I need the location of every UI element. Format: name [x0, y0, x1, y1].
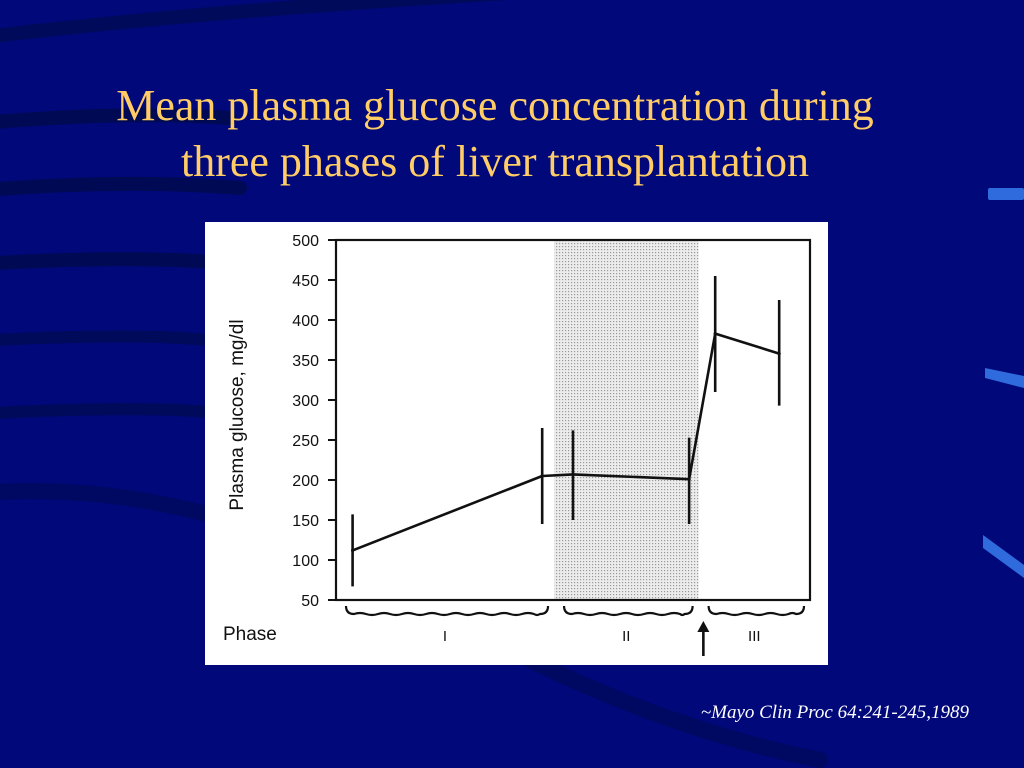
- phase-shading-2: [554, 240, 699, 600]
- citation: ~Mayo Clin Proc 64:241-245,1989: [700, 702, 969, 723]
- y-tick-label-50: 50: [301, 593, 319, 610]
- phase-label-3: III: [748, 628, 761, 645]
- phase-label-1: I: [443, 628, 447, 645]
- y-tick-label-300: 300: [292, 393, 319, 410]
- y-tick-label-100: 100: [292, 553, 319, 570]
- data-point-2: [540, 474, 544, 478]
- slide-title-line-2: three phases of liver transplantation: [180, 137, 809, 186]
- data-point-6: [777, 352, 781, 356]
- series-line-1: [352, 332, 780, 552]
- y-tick-label-150: 150: [292, 513, 319, 530]
- slide-title: Mean plasma glucose concentration during…: [0, 78, 990, 190]
- data-point-4: [687, 477, 691, 481]
- y-tick-label-400: 400: [292, 313, 319, 330]
- y-tick-label-250: 250: [292, 433, 319, 450]
- y-axis-label: Plasma glucose, mg/dl: [227, 319, 248, 510]
- y-tick-label-450: 450: [292, 273, 319, 290]
- phase-label-2: II: [622, 628, 630, 645]
- data-point-3: [571, 472, 575, 476]
- phase-brace-3: [707, 605, 806, 617]
- plot-frame: [334, 238, 812, 602]
- phase-brace-2: [562, 605, 694, 617]
- y-tick-label-500: 500: [292, 233, 319, 250]
- y-tick-label-350: 350: [292, 353, 319, 370]
- data-point-5: [713, 332, 717, 336]
- phase-brace-1: [344, 605, 550, 617]
- x-axis-label: Phase: [223, 624, 277, 645]
- slide-title-line-1: Mean plasma glucose concentration during: [116, 81, 874, 130]
- data-point-1: [350, 548, 355, 552]
- chart-panel: 500 450 400 350 300 250 200 150 100 50 I II III Pla…: [205, 222, 828, 665]
- y-tick-label-200: 200: [292, 473, 319, 490]
- transplant-arrow-head: [697, 621, 710, 632]
